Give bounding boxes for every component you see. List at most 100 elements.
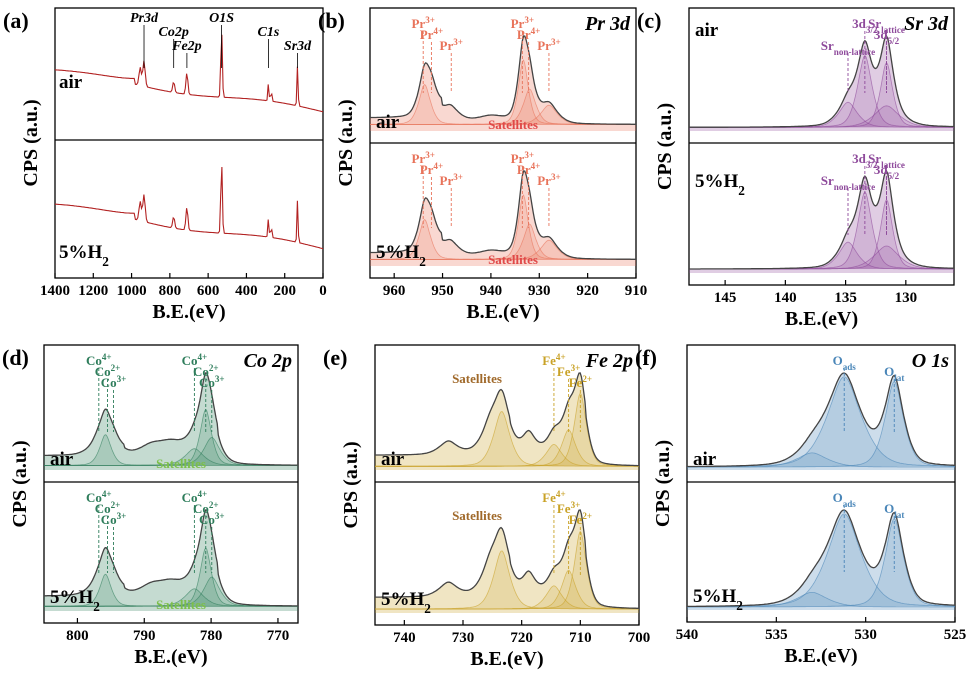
- atmosphere-label: air: [695, 20, 719, 41]
- core-level-title: Pr 3d: [584, 13, 631, 35]
- component-label: Co2+: [95, 363, 121, 379]
- peak-label: Sr3d: [284, 39, 312, 54]
- component-label: Pr4+: [517, 26, 540, 42]
- panel-label: (b): [318, 8, 345, 33]
- x-tick-label: 800: [66, 628, 89, 644]
- x-tick-label: 1200: [78, 283, 108, 299]
- fit-component: [375, 411, 639, 467]
- spectrum-line: [375, 372, 639, 467]
- component-label: Co3+: [101, 511, 127, 527]
- fit-component: [687, 592, 955, 608]
- component-label: Pr3+: [537, 37, 560, 53]
- atmosphere-label: air: [50, 449, 74, 470]
- core-level-title: Co 2p: [244, 350, 292, 372]
- spectrum-line: [687, 372, 955, 468]
- component-label: Srnon-lattice: [821, 38, 875, 57]
- component-label: Co2+: [193, 363, 219, 379]
- core-level-title: O 1s: [912, 350, 949, 372]
- panel-b: 960 950 940 930 920 910 B.E.(eV) CPS (a.u.) (b) P…: [318, 7, 647, 323]
- y-axis-label: CPS (a.u.): [654, 103, 676, 190]
- component-label: Srlattice: [868, 151, 905, 170]
- atmosphere-label: air: [59, 72, 83, 93]
- x-axis-label: B.E.(eV): [152, 301, 225, 323]
- x-axis-label: B.E.(eV): [134, 646, 207, 668]
- fitted-envelope: [687, 510, 955, 610]
- peak-label: Fe2p: [171, 39, 202, 54]
- component-label: Co4+: [182, 489, 208, 505]
- fitted-envelope: [689, 171, 954, 273]
- component-label: Co4+: [182, 352, 208, 368]
- spectrum-line: [54, 34, 324, 113]
- x-tick-label: 400: [235, 283, 258, 299]
- atmosphere-label: 5%H2: [376, 242, 426, 269]
- x-tick-label: 960: [383, 283, 406, 299]
- x-tick-label: 800: [159, 283, 182, 299]
- plot-frame: [54, 7, 324, 279]
- component-label: Oads: [833, 490, 857, 509]
- core-level-title: Fe 2p: [585, 350, 633, 372]
- spectrum-line: [44, 509, 298, 607]
- component-label: Co2+: [193, 500, 219, 516]
- x-tick-label: 0: [319, 283, 327, 299]
- component-label: Pr3+: [411, 15, 434, 31]
- y-axis-label: CPS (a.u.): [652, 440, 674, 527]
- component-label: Pr3+: [537, 172, 560, 188]
- x-tick-label: 1400: [40, 283, 70, 299]
- fit-component: [689, 191, 954, 270]
- component-label: Pr3+: [440, 172, 463, 188]
- x-tick-label: 145: [714, 290, 737, 306]
- plot-frame: [43, 344, 299, 624]
- component-label: Co4+: [86, 489, 112, 505]
- fitted-envelope: [370, 171, 636, 266]
- component-label: Pr4+: [420, 161, 443, 177]
- x-tick-label: 780: [200, 628, 223, 644]
- component-label: Fe4+: [542, 489, 565, 505]
- component-label: Olat: [884, 501, 904, 520]
- x-tick-label: 525: [944, 627, 967, 643]
- panel-label: (e): [323, 345, 347, 370]
- x-tick-label: 140: [774, 290, 797, 306]
- fit-component: [375, 550, 639, 610]
- component-label: 3d3/2: [852, 16, 878, 35]
- component-label: Srnon-lattice: [821, 173, 875, 192]
- component-label: Pr3+: [511, 150, 534, 166]
- panel-label: (f): [635, 345, 657, 370]
- component-label: Pr4+: [517, 161, 540, 177]
- x-tick-label: 700: [628, 630, 651, 646]
- component-label: 3d3/2: [852, 151, 878, 170]
- y-axis-label: CPS (a.u.): [9, 440, 31, 527]
- fit-component: [687, 452, 955, 468]
- x-axis-label: B.E.(eV): [785, 308, 858, 330]
- panel-f: 540 535 530 525 B.E.(eV) CPS (a.u.) (f) O 1s air…: [635, 344, 967, 667]
- plot-frame: [688, 7, 955, 286]
- atmosphere-label: 5%H2: [50, 587, 100, 614]
- component-label: Fe3+: [557, 500, 580, 516]
- peak-label: O1S: [209, 11, 234, 26]
- atmosphere-label: air: [376, 112, 400, 133]
- atmosphere-label: air: [381, 449, 405, 470]
- panel-c: 145 140 135 130 B.E.(eV) CPS (a.u.) (c) Sr 3d ai…: [637, 7, 955, 330]
- atmosphere-label: 5%H2: [59, 242, 109, 269]
- x-tick-label: 930: [528, 283, 551, 299]
- satellites-label: Satellites: [156, 456, 206, 471]
- fitted-envelope: [44, 510, 298, 611]
- component-label: Fe3+: [557, 363, 580, 379]
- x-axis-label: B.E.(eV): [466, 301, 539, 323]
- fit-component: [44, 573, 298, 607]
- satellites-label: Satellites: [452, 508, 502, 523]
- component-label: Pr4+: [420, 26, 443, 42]
- x-axis-label: B.E.(eV): [784, 645, 857, 667]
- component-label: Co3+: [199, 374, 225, 390]
- x-tick-label: 790: [133, 628, 156, 644]
- x-tick-label: 920: [576, 283, 599, 299]
- x-tick-label: 600: [197, 283, 220, 299]
- x-tick-label: 940: [480, 283, 503, 299]
- x-axis-label: B.E.(eV): [470, 648, 543, 670]
- spectrum-line: [688, 34, 955, 128]
- x-tick-label: 720: [510, 630, 533, 646]
- satellites-label: Satellites: [452, 371, 502, 386]
- panel-label: (c): [637, 8, 661, 33]
- satellites-label: Satellites: [488, 252, 538, 267]
- peak-label: Co2p: [159, 25, 189, 40]
- plot-frame: [374, 344, 640, 626]
